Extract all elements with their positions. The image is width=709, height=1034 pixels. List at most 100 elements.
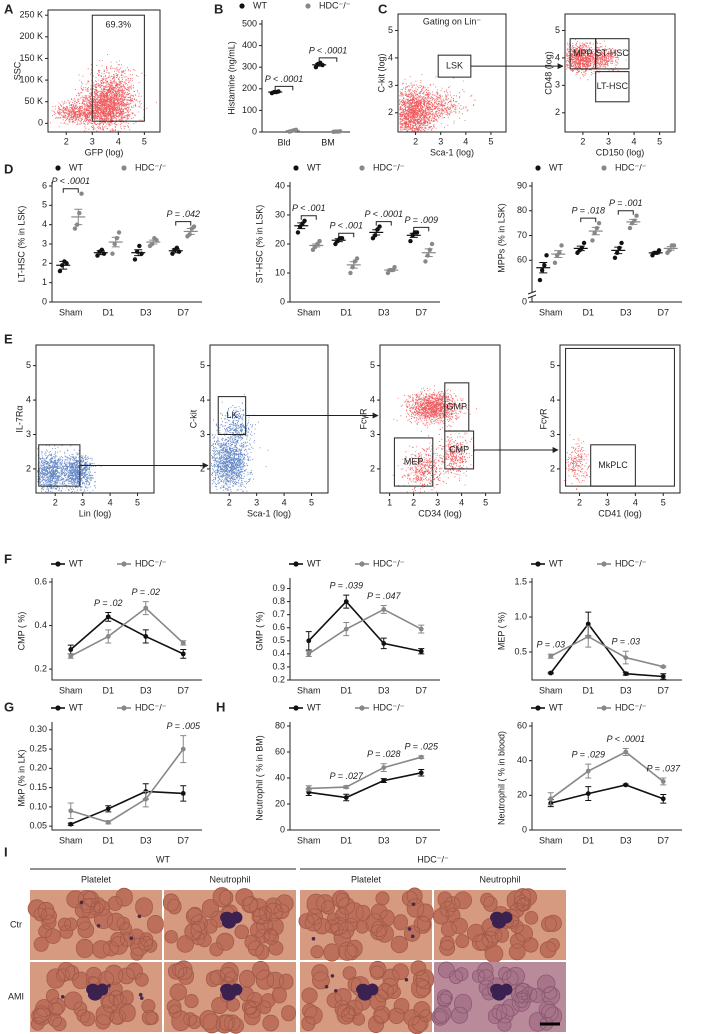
axes (51, 578, 202, 681)
gate (590, 444, 636, 487)
y-axis-label: IL-7Rα (14, 405, 24, 432)
p-value: P = .009 (405, 215, 438, 225)
data-point (619, 240, 624, 246)
y-tick-label: 40 (275, 180, 285, 190)
data-point (306, 786, 312, 791)
x-tick-label: 2 (577, 497, 582, 507)
y-tick-label: 0.2 (272, 674, 285, 684)
p-value: P < .0001 (607, 734, 645, 744)
y-tick-label: 3 (26, 429, 31, 439)
error-bar (614, 246, 623, 255)
column-label: Platelet (351, 874, 382, 884)
data-point (105, 634, 111, 639)
series-line (550, 784, 664, 804)
x-tick-label: D7 (177, 307, 189, 317)
data-point (105, 614, 111, 620)
y-tick-label: 4 (550, 394, 555, 404)
red-cells (298, 887, 434, 962)
group-header: HDC⁻/⁻ (417, 854, 449, 864)
x-tick-label: 3 (80, 497, 85, 507)
plot-frame (397, 13, 507, 133)
x-tick-label: 3 (254, 497, 259, 507)
data-point (68, 653, 74, 659)
x-tick-label: D3 (140, 835, 152, 845)
series-line (308, 600, 422, 653)
y-tick-label: 2 (388, 107, 393, 117)
y-tick-label: 4 (370, 394, 375, 404)
data-point (180, 640, 186, 646)
plot-frame (47, 9, 161, 133)
y-axis-label: SSC (12, 61, 22, 80)
y-tick-label: 0.25 (29, 743, 47, 753)
red-cells (27, 887, 164, 961)
legend-label: HDC⁻/⁻ (615, 162, 647, 172)
nucleus (220, 911, 243, 929)
platelet (139, 996, 144, 1000)
data-point (68, 821, 74, 827)
error-bar (111, 236, 120, 248)
platelet (107, 984, 111, 988)
panel-label: A (4, 1, 14, 16)
gate-label: LT-HSC (597, 81, 629, 91)
y-tick-label: 0.10 (29, 801, 47, 811)
error-bar (74, 208, 83, 226)
gate-label: LK (226, 410, 237, 420)
y-tick-label: 60 (517, 720, 527, 730)
y-tick-label: 40 (517, 755, 527, 765)
event-dots (50, 54, 157, 132)
legend-label: WT (253, 0, 267, 10)
y-axis-label: ST-HSC (% in LSK) (254, 205, 264, 284)
data-point (95, 253, 100, 258)
event-dots (37, 444, 102, 493)
platelet (96, 923, 101, 928)
data-point (377, 224, 382, 229)
error-bar (539, 262, 548, 274)
plot-frame (564, 13, 676, 133)
y-tick-label: 400 (242, 40, 257, 50)
series-line (308, 756, 422, 790)
y-tick-label: 0.4 (34, 620, 47, 630)
x-tick-label: 3 (606, 136, 611, 146)
plot-frame (559, 344, 681, 494)
y-tick-label: 2 (42, 258, 47, 268)
platelet (411, 902, 416, 907)
data-point (612, 255, 618, 261)
p-value: P < .0001 (309, 45, 347, 55)
p-value: P = .028 (367, 749, 400, 759)
nucleus (490, 911, 513, 929)
x-tick-label: 2 (64, 136, 69, 146)
error-bar (372, 229, 381, 236)
data-point (143, 634, 149, 639)
y-tick-label: 60 (517, 255, 527, 265)
error-bar (629, 218, 638, 225)
y-tick-label: 3 (200, 429, 205, 439)
p-value: P = .042 (167, 209, 200, 219)
y-axis-label: LT-HSC (% in LSK) (16, 206, 26, 283)
data-point (180, 651, 186, 657)
error-bar (409, 232, 418, 238)
significance-bracket (274, 85, 294, 91)
x-tick-label: D1 (340, 835, 352, 845)
y-axis-label: GMP ( %) (254, 611, 264, 650)
legend-label: HDC⁻/⁻ (615, 702, 647, 712)
plot-title: Gating on Lin⁻ (423, 16, 482, 26)
legend-marker (239, 3, 245, 9)
x-tick-label: 3 (605, 497, 610, 507)
y-tick-label: 3 (370, 429, 375, 439)
panel-label: B (214, 1, 223, 16)
gate (393, 437, 434, 487)
legend-marker (601, 561, 607, 567)
data-point (143, 605, 149, 611)
series-line (70, 615, 184, 655)
data-point (423, 259, 428, 264)
x-tick-label: D1 (102, 685, 114, 695)
row-label: Ctr (10, 919, 22, 929)
data-point (418, 626, 424, 632)
data-point (343, 784, 349, 790)
significance-bracket (617, 210, 634, 215)
p-value: P = .037 (647, 763, 681, 773)
plot-frame (209, 344, 329, 494)
legend-marker (305, 3, 311, 9)
gate-label: 69.3% (106, 20, 132, 30)
y-tick-label: 5 (550, 360, 555, 370)
